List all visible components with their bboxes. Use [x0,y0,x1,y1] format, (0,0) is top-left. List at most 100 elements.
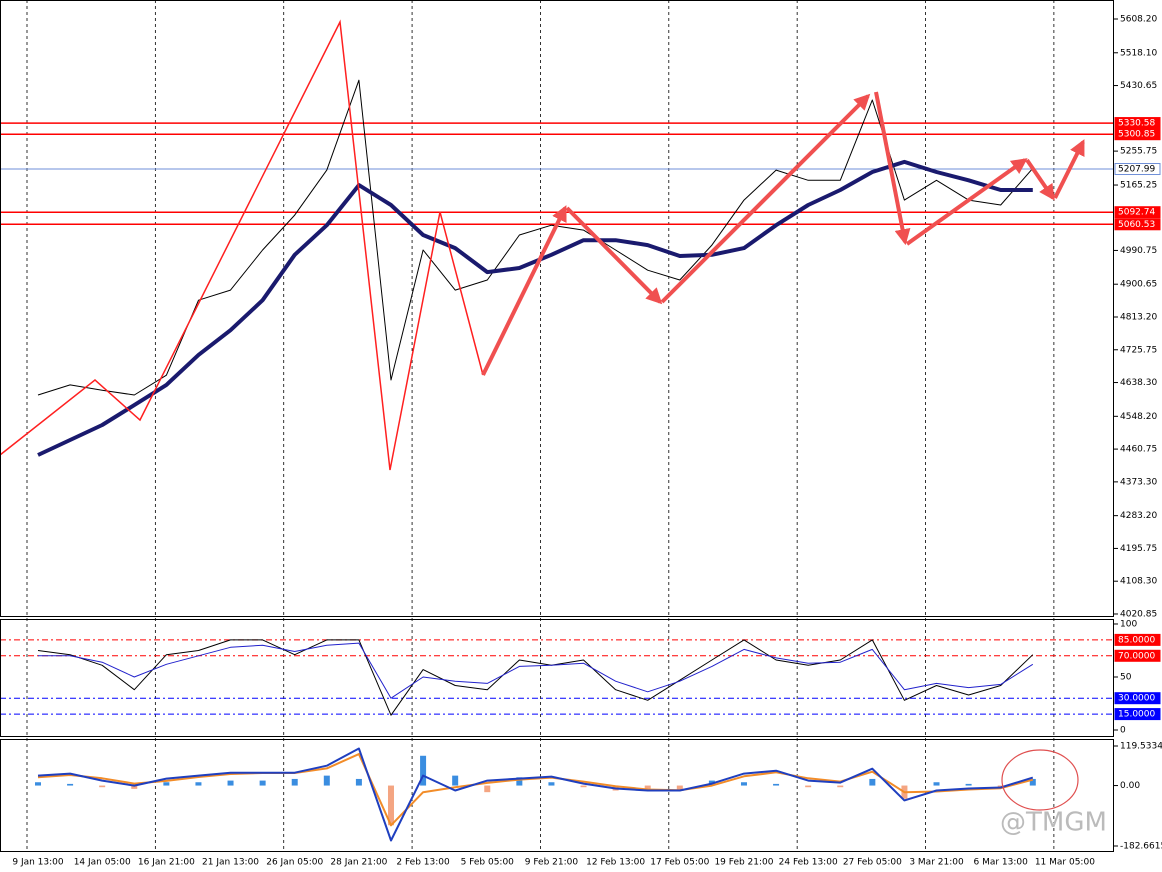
series-line [37,747,1034,842]
x-tick-label: 6 Mar 13:00 [974,858,1029,868]
y-tick-label: 0 [1120,726,1126,736]
x-tick-label: 19 Feb 21:00 [714,858,773,868]
zigzag [0,19,484,471]
histogram-bar [67,783,74,786]
histogram-bar [740,782,747,786]
y-tick-label: 4020.85 [1120,609,1157,619]
level-label: 5207.99 [1118,165,1155,175]
y-tick-label: 5518.10 [1120,48,1157,58]
x-tick-label: 26 Jan 05:00 [266,858,323,868]
histogram-bar [773,783,780,786]
y-tick-label: 4108.30 [1120,577,1157,587]
histogram-bar [644,785,651,789]
x-tick-label: 9 Feb 21:00 [525,858,579,868]
level-label-box [1114,163,1161,176]
level-label-box [1114,692,1161,705]
histogram-bar [355,778,362,786]
arrow [1025,158,1055,201]
level-label: 30.0000 [1118,694,1155,704]
x-tick-label: 24 Feb 13:00 [779,858,838,868]
histogram-bar [35,782,41,786]
level-label-box [1114,633,1161,646]
x-tick-label: 3 Mar 21:00 [909,858,964,868]
histogram-bar [323,775,330,786]
arrow [1053,139,1085,199]
histogram-bar [933,782,940,786]
arrow [565,206,663,305]
histogram-bar [805,785,812,788]
x-tick-label: 5 Feb 05:00 [461,858,515,868]
y-tick-label: 5255.75 [1120,147,1157,157]
histogram-bar [676,785,683,791]
histogram-bar [131,785,138,789]
histogram-bar [580,785,587,788]
x-tick-label: 11 Mar 05:00 [1035,858,1095,868]
histogram-bar [1029,778,1036,786]
histogram-bar [548,782,555,786]
y-tick-label: -182.6615 [1120,841,1162,851]
y-tick-label: 5165.25 [1120,181,1157,191]
y-tick-label: 4900.65 [1120,280,1157,290]
histogram-bar [484,785,491,793]
histogram-bar [227,780,234,786]
x-tick-label: 17 Feb 05:00 [650,858,709,868]
level-label-box [1114,206,1161,219]
y-tick-label: 0.00 [1120,781,1140,791]
x-tick-label: 9 Jan 13:00 [12,858,64,868]
x-tick-label: 21 Jan 13:00 [202,858,259,868]
histogram-bar [452,775,459,786]
level-label: 5330.58 [1118,119,1155,129]
histogram-bar [99,785,106,788]
y-tick-label: 4195.75 [1120,544,1157,554]
histogram-bar [965,783,972,786]
level-label: 15.0000 [1118,710,1155,720]
arrow [905,158,1028,246]
series-line [37,79,1034,396]
x-tick-label: 16 Jan 21:00 [138,858,195,868]
arrow [874,91,911,246]
histogram-bar [291,778,298,786]
histogram-bar [387,785,394,826]
level-label-box [1114,708,1161,721]
y-tick-label: 5430.65 [1120,81,1157,91]
y-tick-label: 4990.75 [1120,246,1157,256]
x-tick-label: 14 Jan 05:00 [74,858,131,868]
y-tick-label: 50 [1120,672,1132,682]
y-tick-label: 4813.20 [1120,312,1157,322]
y-tick-label: 100 [1120,619,1137,629]
y-tick-label: 4283.20 [1120,511,1157,521]
x-tick-label: 2 Feb 13:00 [396,858,450,868]
level-label-box [1114,218,1161,231]
x-tick-label: 12 Feb 13:00 [586,858,645,868]
histogram-bar [516,777,523,786]
histogram-bar [997,785,1004,788]
y-tick-label: 4725.75 [1120,345,1157,355]
level-label-box [1114,649,1161,662]
x-tick-label: 28 Jan 21:00 [330,858,387,868]
arrow [481,205,567,376]
y-tick-label: 4460.75 [1120,445,1157,455]
level-label: 85.0000 [1118,635,1155,645]
level-label: 5092.74 [1118,208,1155,218]
level-label: 70.0000 [1118,651,1155,661]
level-label: 5060.53 [1118,220,1155,230]
price-pane [0,0,1114,617]
level-label-box [1114,128,1161,141]
oscillator-pane [0,619,1114,737]
histogram-bar [195,782,202,786]
arrow [660,93,871,304]
x-tick-label: 27 Feb 05:00 [843,858,902,868]
y-tick-label: 119.5334 [1120,742,1162,752]
histogram-bar [163,782,170,786]
watermark: @TMGM [1000,808,1107,838]
highlight-circle [1001,749,1079,811]
histogram-bar [869,778,876,786]
trend-arrows [481,91,1085,376]
histogram-bar [420,755,427,786]
histogram-bar [837,785,844,788]
series-line [37,159,1033,457]
y-tick-label: 4373.30 [1120,477,1157,487]
y-tick-label: 5608.20 [1120,15,1157,25]
